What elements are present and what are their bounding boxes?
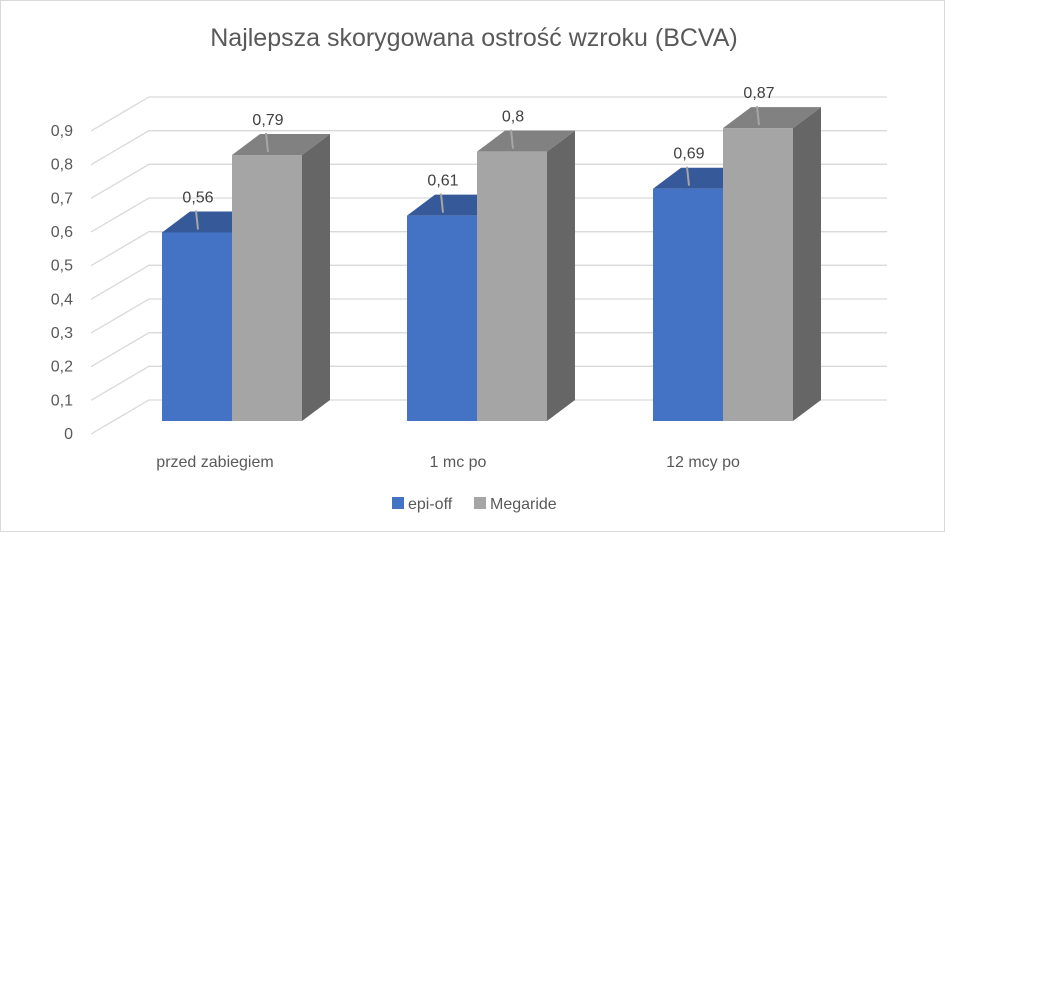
- data-label: 0,87: [743, 85, 774, 102]
- y-axis: 0 0,1 0,2 0,3 0,4 0,5 0,6 0,7 0,8 0,9: [51, 123, 73, 443]
- gridline: [90, 130, 887, 166]
- gridline: [90, 197, 887, 233]
- legend: epi-off Megaride: [392, 496, 557, 513]
- y-tick-label: 0,3: [51, 325, 73, 342]
- y-tick-label: 0: [64, 426, 73, 443]
- bar-front: [407, 215, 477, 421]
- bar-side: [302, 134, 330, 422]
- bar-top: [723, 107, 821, 129]
- bar-front: [653, 188, 723, 421]
- data-label: 0,8: [502, 109, 524, 126]
- data-label-leader: [195, 210, 199, 230]
- gridline: [90, 96, 887, 132]
- chart-title: Najlepsza skorygowana ostrość wzroku (BC…: [210, 24, 738, 52]
- bar-front: [232, 155, 302, 422]
- data-label: 0,61: [427, 173, 458, 190]
- data-label-leader: [686, 166, 690, 186]
- bar-side: [547, 130, 575, 421]
- legend-item: Megaride: [474, 496, 557, 513]
- bars: 0,56 0,79 0,61 0,8 0,69 0,87: [162, 85, 821, 422]
- legend-swatch: [392, 497, 404, 509]
- data-label: 0,56: [182, 189, 213, 206]
- y-tick-label: 0,9: [51, 123, 73, 140]
- data-label-leader: [510, 129, 514, 149]
- gridline: [90, 264, 887, 300]
- gridlines: [90, 96, 887, 435]
- legend-swatch: [474, 497, 486, 509]
- y-tick-label: 0,2: [51, 359, 73, 376]
- data-label-leader: [756, 105, 760, 126]
- y-tick-label: 0,8: [51, 157, 73, 174]
- gridline: [90, 365, 887, 401]
- bar-megaride: 0,87: [723, 85, 821, 421]
- category-label: przed zabiegiem: [156, 454, 273, 471]
- y-tick-label: 0,4: [51, 291, 73, 308]
- gridline: [90, 163, 887, 199]
- category-label: 1 mc po: [430, 454, 487, 471]
- category-label: 12 mcy po: [666, 454, 740, 471]
- gridline: [90, 298, 887, 334]
- bar-front: [477, 151, 547, 421]
- legend-item: epi-off: [392, 496, 453, 513]
- data-label-leader: [440, 193, 444, 213]
- bar-megaride: 0,8: [477, 109, 575, 421]
- gridline: [90, 231, 887, 267]
- bar-front: [723, 128, 793, 421]
- x-axis: przed zabiegiem 1 mc po 12 mcy po: [156, 454, 740, 471]
- gridline: [90, 399, 887, 435]
- bar-top: [477, 130, 575, 152]
- legend-label: Megaride: [490, 496, 557, 513]
- y-tick-label: 0,1: [51, 392, 73, 409]
- bar-top: [232, 134, 330, 156]
- y-tick-label: 0,6: [51, 224, 73, 241]
- chart-frame: Najlepsza skorygowana ostrość wzroku (BC…: [0, 0, 945, 532]
- bar-side: [793, 107, 821, 421]
- bcva-chart: Najlepsza skorygowana ostrość wzroku (BC…: [51, 24, 887, 513]
- y-tick-label: 0,5: [51, 258, 73, 275]
- y-tick-label: 0,7: [51, 190, 73, 207]
- bar-front: [162, 232, 232, 421]
- data-label: 0,69: [673, 146, 704, 163]
- data-label-leader: [265, 132, 269, 153]
- gridline: [90, 332, 887, 368]
- data-label: 0,79: [252, 112, 283, 129]
- bar-megaride: 0,79: [232, 112, 330, 422]
- legend-label: epi-off: [408, 496, 453, 513]
